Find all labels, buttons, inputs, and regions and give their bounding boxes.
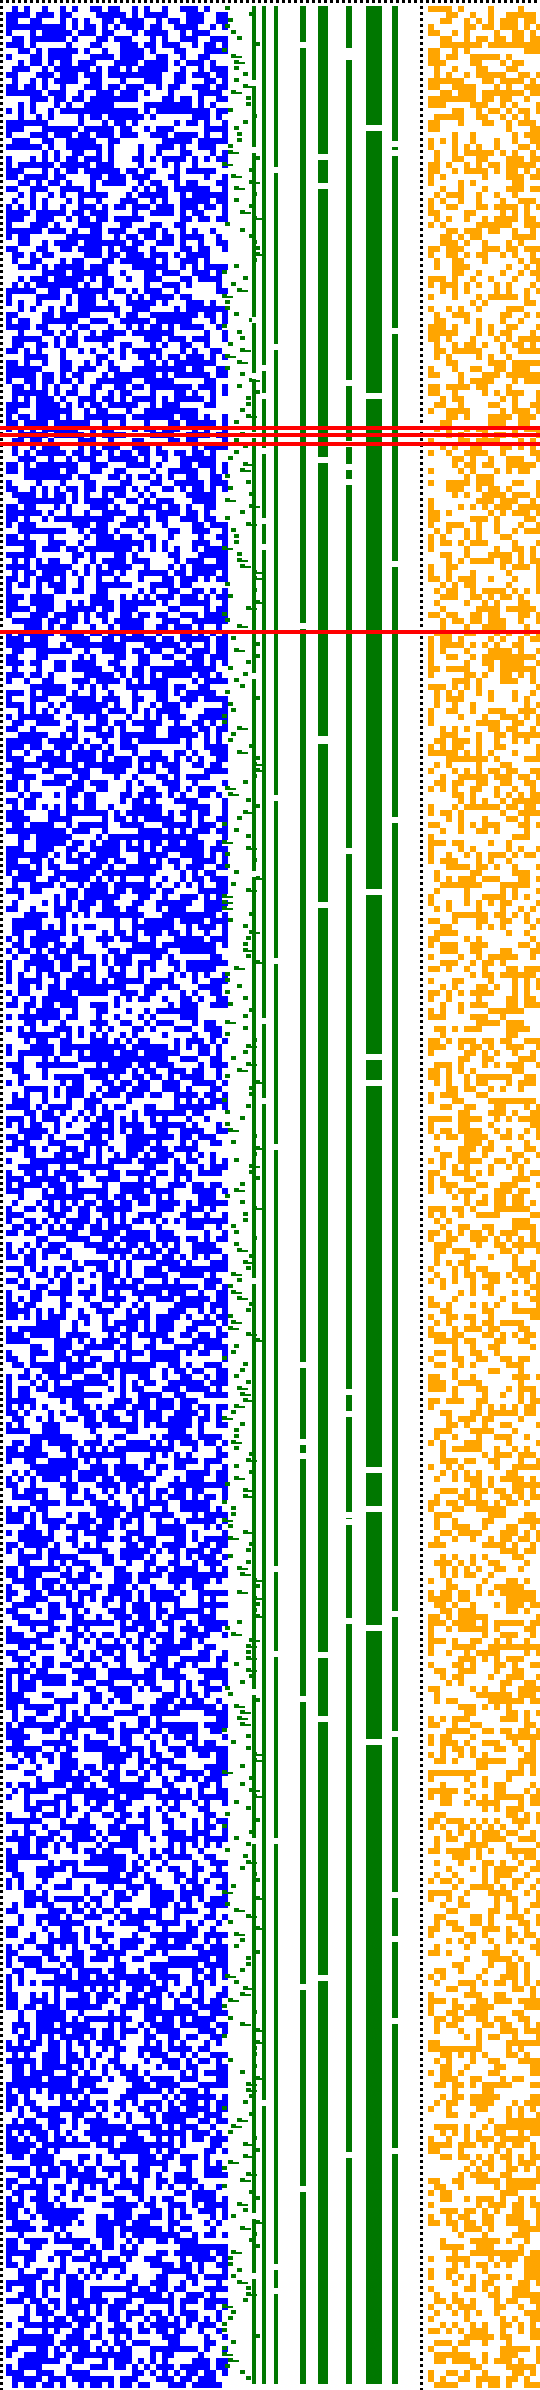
green-bar-1	[252, 6, 256, 2384]
green-vertical-bars	[252, 6, 398, 2384]
green-bar-5	[318, 6, 328, 2384]
green-bar-7	[366, 6, 382, 2384]
top-dotted-border	[0, 0, 537, 3]
red-line-4	[0, 630, 540, 634]
green-bar-4	[300, 6, 306, 2384]
green-bar-2	[262, 6, 266, 2384]
middle-dotted-separator	[420, 0, 423, 2390]
blue-pixel-grid	[6, 6, 228, 2388]
red-highlight-lines	[0, 426, 540, 634]
left-dotted-border	[0, 0, 3, 2390]
green-bar-3	[274, 6, 278, 2384]
red-line-2	[0, 433, 540, 437]
green-bar-8	[392, 6, 398, 2384]
green-bar-6	[346, 6, 352, 2384]
red-line-1	[0, 426, 540, 430]
red-line-3	[0, 442, 540, 446]
orange-pixel-grid	[428, 6, 540, 2388]
